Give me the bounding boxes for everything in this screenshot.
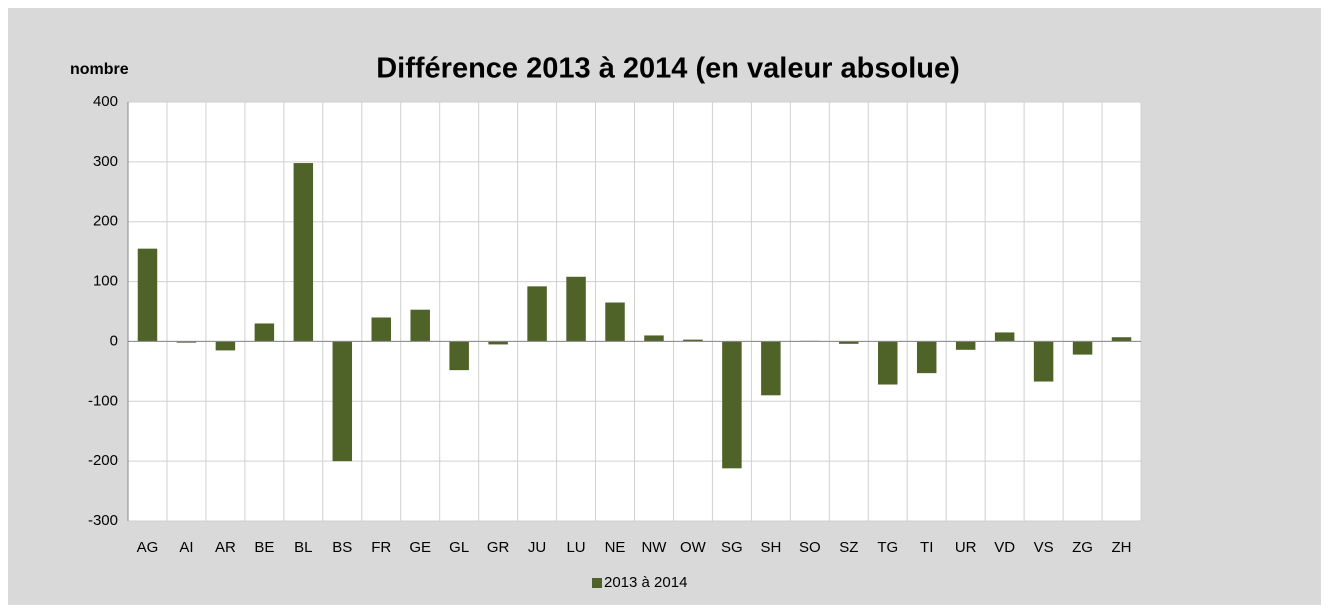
bar <box>566 276 586 342</box>
bar <box>1033 341 1054 382</box>
bar <box>449 341 469 371</box>
y-tick-label: -200 <box>88 452 118 469</box>
chart-title: Différence 2013 à 2014 (en valeur absolu… <box>376 53 960 85</box>
legend-label: 2013 à 2014 <box>604 574 687 591</box>
x-tick-label: VD <box>994 539 1015 556</box>
x-tick-label: BL <box>294 539 312 556</box>
bar <box>916 341 937 374</box>
y-axis-label: nombre <box>70 61 129 78</box>
x-tick-label: SG <box>721 539 743 556</box>
bar <box>994 332 1015 342</box>
bar <box>254 323 275 342</box>
x-tick-label: SZ <box>839 539 858 556</box>
x-tick-label: AI <box>179 539 193 556</box>
x-tick-label: NE <box>605 539 626 556</box>
bar <box>410 309 430 342</box>
bar <box>293 163 314 342</box>
bar <box>215 341 236 351</box>
x-tick-label: ZG <box>1072 539 1093 556</box>
x-tick-label: JU <box>528 539 546 556</box>
x-tick-label: FR <box>371 539 391 556</box>
x-tick-label: OW <box>680 539 707 556</box>
x-tick-label: GL <box>449 539 469 556</box>
x-tick-label: GR <box>487 539 510 556</box>
bar <box>644 335 664 342</box>
x-tick-label: SO <box>799 539 821 556</box>
x-tick-label: GE <box>409 539 431 556</box>
bar <box>332 341 353 462</box>
x-tick-label: AR <box>215 539 236 556</box>
x-tick-label: VS <box>1034 539 1054 556</box>
bar <box>839 341 859 344</box>
x-tick-label: SH <box>760 539 781 556</box>
x-tick-label: BE <box>254 539 274 556</box>
y-tick-label: 400 <box>93 93 118 110</box>
bar <box>1072 341 1093 355</box>
y-tick-label: 200 <box>93 213 118 230</box>
y-tick-label: -300 <box>88 512 118 529</box>
x-tick-label: ZH <box>1112 539 1132 556</box>
bar <box>527 286 547 342</box>
bar <box>683 339 703 342</box>
x-tick-label: UR <box>955 539 977 556</box>
bar <box>1111 337 1132 342</box>
x-tick-label: BS <box>332 539 352 556</box>
bar <box>137 248 158 342</box>
x-tick-label: NW <box>641 539 667 556</box>
y-tick-label: 0 <box>110 332 118 349</box>
x-tick-label: AG <box>137 539 159 556</box>
x-tick-label: LU <box>566 539 585 556</box>
y-tick-label: 100 <box>93 273 118 290</box>
bar <box>371 317 391 342</box>
bar <box>761 341 781 396</box>
bar <box>488 341 508 345</box>
bar <box>955 341 976 350</box>
legend-swatch <box>592 578 602 588</box>
y-tick-label: 300 <box>93 153 118 170</box>
x-tick-label: TG <box>877 539 898 556</box>
x-tick-label: TI <box>920 539 933 556</box>
y-tick-label: -100 <box>88 392 118 409</box>
bar <box>878 341 898 385</box>
bar <box>722 341 742 469</box>
bar <box>176 341 197 343</box>
bar <box>605 302 625 342</box>
